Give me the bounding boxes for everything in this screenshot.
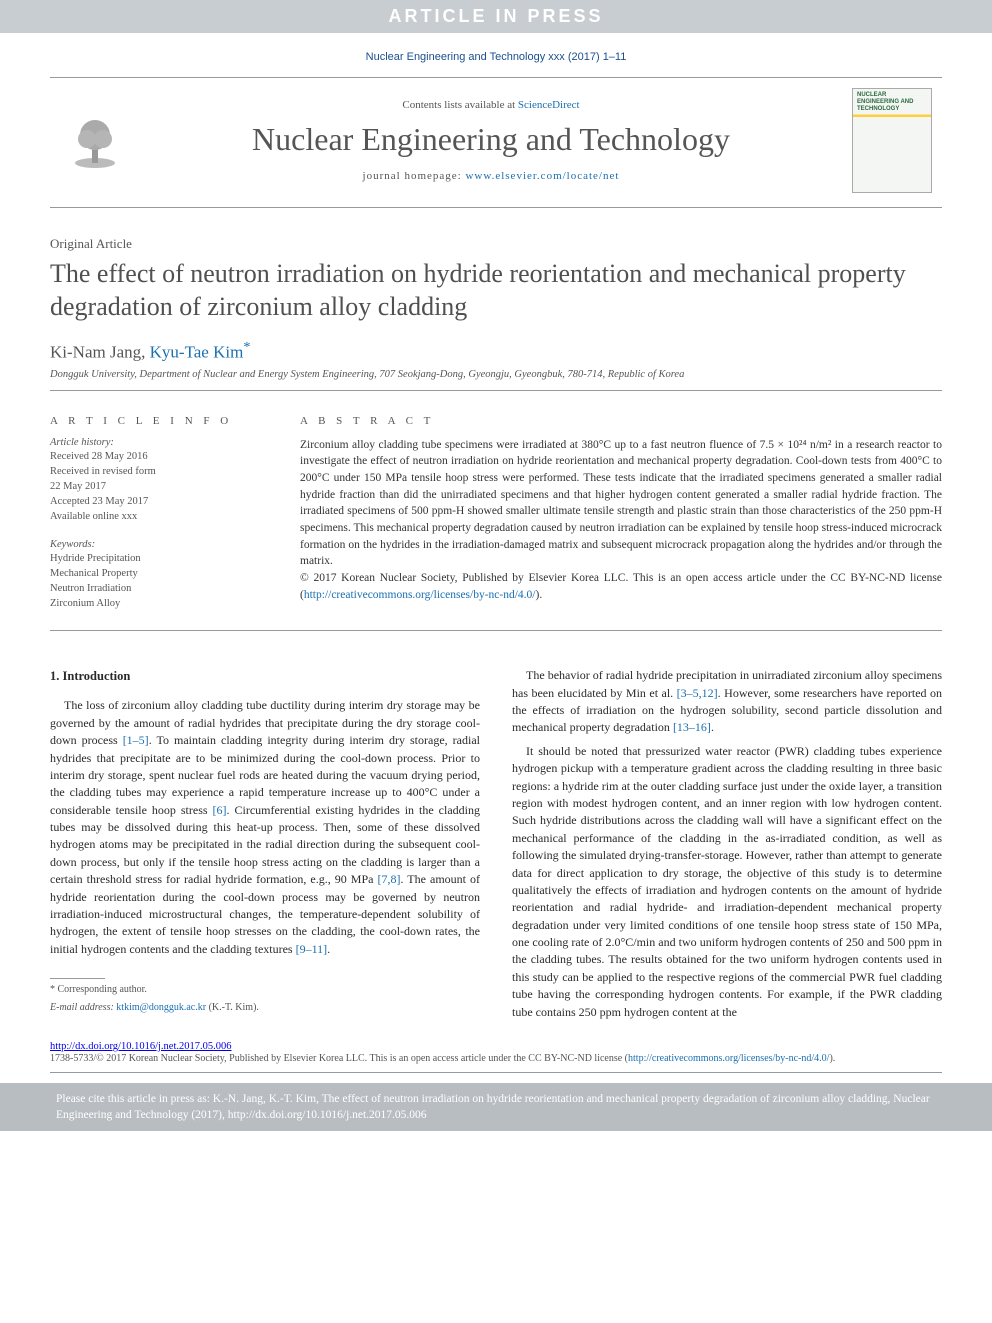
- kw-3: Neutron Irradiation: [50, 582, 260, 596]
- homepage-prefix: journal homepage:: [363, 170, 466, 182]
- top-citation: Nuclear Engineering and Technology xxx (…: [50, 33, 942, 77]
- ref-7-8[interactable]: [7,8]: [378, 872, 401, 886]
- journal-header: Contents lists available at ScienceDirec…: [50, 77, 942, 208]
- ref-6[interactable]: [6]: [213, 803, 227, 817]
- col1-para-1: The loss of zirconium alloy cladding tub…: [50, 697, 480, 958]
- history-head: Article history:: [50, 437, 260, 448]
- received: Received 28 May 2016: [50, 450, 260, 464]
- elsevier-tree-icon: [67, 113, 123, 169]
- email-label: E-mail address:: [50, 1002, 116, 1013]
- foot-cc-a: 1738-5733/© 2017 Korean Nuclear Society,…: [50, 1053, 628, 1064]
- authors: Ki-Nam Jang, Kyu-Tae Kim*: [50, 339, 942, 363]
- cc-license-link[interactable]: http://creativecommons.org/licenses/by-n…: [304, 589, 536, 601]
- journal-cover-thumbnail: NUCLEAR ENGINEERING AND TECHNOLOGY: [852, 88, 932, 193]
- revised-2: 22 May 2017: [50, 480, 260, 494]
- abstract-body: Zirconium alloy cladding tube specimens …: [300, 439, 942, 568]
- meta-row: A R T I C L E I N F O Article history: R…: [50, 397, 942, 632]
- foot-cc-b: ).: [829, 1053, 835, 1064]
- corr-asterisk: *: [243, 339, 250, 355]
- contents-prefix: Contents lists available at: [402, 99, 517, 111]
- in-press-banner: ARTICLE IN PRESS: [0, 0, 992, 33]
- journal-name: Nuclear Engineering and Technology: [140, 121, 842, 158]
- author-corresponding[interactable]: Kyu-Tae Kim: [150, 343, 244, 362]
- revised-1: Received in revised form: [50, 465, 260, 479]
- contents-line: Contents lists available at ScienceDirec…: [140, 99, 842, 111]
- kw-2: Mechanical Property: [50, 567, 260, 581]
- online: Available online xxx: [50, 510, 260, 524]
- column-right: The behavior of radial hydride precipita…: [512, 667, 942, 1027]
- affiliation: Dongguk University, Department of Nuclea…: [50, 369, 942, 391]
- doi-link-line: http://dx.doi.org/10.1016/j.net.2017.05.…: [50, 1041, 942, 1052]
- page-wrap: Nuclear Engineering and Technology xxx (…: [0, 33, 992, 1073]
- kw-1: Hydride Precipitation: [50, 552, 260, 566]
- cite-in-press-box: Please cite this article in press as: K.…: [0, 1083, 992, 1131]
- sciencedirect-link[interactable]: ScienceDirect: [518, 99, 580, 111]
- publisher-logo: [50, 113, 140, 169]
- article-type: Original Article: [50, 236, 942, 252]
- col2-para-2: It should be noted that pressurized wate…: [512, 743, 942, 1021]
- author-1: Ki-Nam Jang,: [50, 343, 150, 362]
- footnote-email: E-mail address: ktkim@dongguk.ac.kr (K.-…: [50, 1001, 480, 1015]
- ref-3-5-12[interactable]: [3–5,12]: [677, 686, 718, 700]
- copyright-footer: 1738-5733/© 2017 Korean Nuclear Society,…: [50, 1052, 942, 1073]
- ref-13-16[interactable]: [13–16]: [673, 720, 711, 734]
- kw-4: Zirconium Alloy: [50, 597, 260, 611]
- abstract-head: A B S T R A C T: [300, 415, 942, 427]
- email-suffix: (K.-T. Kim).: [206, 1002, 259, 1013]
- header-center: Contents lists available at ScienceDirec…: [140, 99, 842, 182]
- email-link[interactable]: ktkim@dongguk.ac.kr: [116, 1002, 206, 1013]
- homepage-line: journal homepage: www.elsevier.com/locat…: [140, 170, 842, 182]
- homepage-link[interactable]: www.elsevier.com/locate/net: [465, 170, 619, 182]
- c2p1c: .: [711, 720, 714, 734]
- accepted: Accepted 23 May 2017: [50, 495, 260, 509]
- footnote-corr: * Corresponding author.: [50, 983, 480, 997]
- cover-title: NUCLEAR ENGINEERING AND TECHNOLOGY: [853, 89, 931, 117]
- intro-head: 1. Introduction: [50, 667, 480, 685]
- column-left: 1. Introduction The loss of zirconium al…: [50, 667, 480, 1027]
- keywords-head: Keywords:: [50, 539, 260, 550]
- abstract-cc-suffix: ).: [536, 589, 543, 601]
- ref-1-5[interactable]: [1–5]: [123, 733, 149, 747]
- doi-link[interactable]: http://dx.doi.org/10.1016/j.net.2017.05.…: [50, 1041, 232, 1052]
- info-head: A R T I C L E I N F O: [50, 415, 260, 427]
- ref-9-11[interactable]: [9–11]: [296, 942, 328, 956]
- foot-cc-link[interactable]: http://creativecommons.org/licenses/by-n…: [628, 1053, 829, 1064]
- abstract-col: A B S T R A C T Zirconium alloy cladding…: [300, 415, 942, 613]
- article-title: The effect of neutron irradiation on hyd…: [50, 258, 942, 323]
- abstract-text: Zirconium alloy cladding tube specimens …: [300, 437, 942, 604]
- footnote-separator: [50, 978, 105, 979]
- body-columns: 1. Introduction The loss of zirconium al…: [50, 667, 942, 1027]
- c1p1e: .: [327, 942, 330, 956]
- article-info: A R T I C L E I N F O Article history: R…: [50, 415, 260, 613]
- col2-para-1: The behavior of radial hydride precipita…: [512, 667, 942, 737]
- header-right: NUCLEAR ENGINEERING AND TECHNOLOGY: [842, 88, 942, 193]
